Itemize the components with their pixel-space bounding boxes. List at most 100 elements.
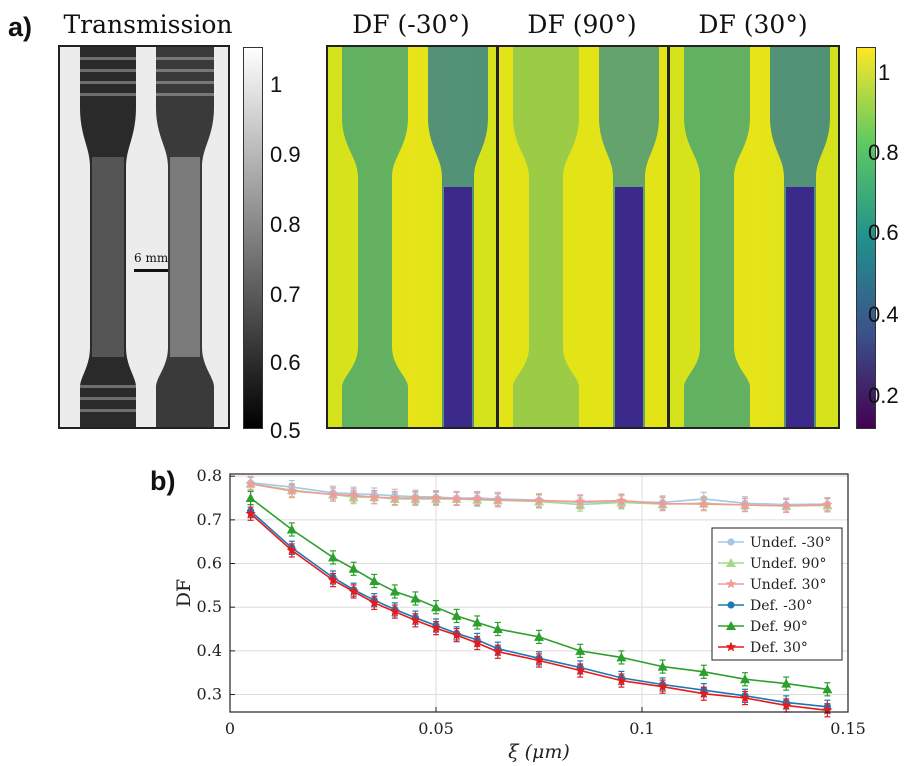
- data-point-undef-30: [533, 495, 545, 506]
- data-point-undef-30: [451, 493, 462, 504]
- data-point-def-90: [328, 552, 338, 562]
- data-point-def-30: [286, 544, 297, 555]
- data-point-def-90: [575, 645, 586, 655]
- gray-cb-tick-06: 0.6: [270, 350, 301, 375]
- df-30-title: DF (30°): [698, 10, 808, 39]
- data-point-undef-30: [781, 500, 792, 511]
- data-point-def-90: [369, 575, 380, 585]
- data-point-undef-30: [698, 498, 709, 509]
- data-point-def-30: [389, 606, 400, 616]
- legend-entry: Def. 90°: [750, 619, 808, 635]
- legend-marker: [725, 641, 737, 652]
- y-tick-label: 0.3: [197, 685, 222, 704]
- y-axis-label: DF: [173, 579, 195, 607]
- data-point-undef-30: [657, 498, 668, 509]
- data-point-def-30: [698, 688, 709, 699]
- data-point-undef-30: [472, 493, 483, 504]
- data-point-def-30: [430, 622, 442, 633]
- data-point-undef-30: [822, 499, 833, 509]
- data-point-def-30: [410, 614, 421, 625]
- data-point-def-90: [781, 678, 792, 688]
- transmission-title: Transmission: [63, 10, 233, 39]
- y-tick-label: 0.8: [197, 466, 222, 485]
- y-tick-label: 0.4: [197, 641, 222, 660]
- data-point-def-30: [616, 675, 627, 685]
- data-point-def-90: [616, 652, 627, 662]
- viridis-cb-tick-08: 0.8: [868, 140, 899, 165]
- data-point-def-30: [451, 629, 462, 640]
- data-point-def-90: [740, 674, 750, 684]
- df-minus30-image: [326, 45, 498, 429]
- data-point-undef-30: [430, 492, 442, 503]
- data-point-def-90: [451, 610, 462, 620]
- data-point-def-90: [286, 524, 297, 534]
- x-tick-label: 0.05: [418, 719, 454, 738]
- panel-b-label: b): [150, 466, 176, 496]
- df-90-title: DF (90°): [527, 10, 637, 39]
- data-point-undef-30: [327, 489, 339, 499]
- y-tick-label: 0.5: [197, 597, 222, 616]
- viridis-cb-tick-06: 0.6: [868, 220, 899, 245]
- df-30-image: [668, 45, 840, 429]
- data-point-def-90: [534, 631, 544, 641]
- legend-entry: Def. -30°: [750, 598, 813, 614]
- panel-a-label: a): [8, 12, 33, 42]
- scale-bar-label: 6 mm: [134, 251, 169, 265]
- data-point-undef-30: [245, 478, 256, 489]
- data-point-def-90: [698, 666, 709, 676]
- data-point-def-90: [389, 586, 400, 596]
- gray-cb-tick-08: 0.8: [270, 212, 301, 237]
- data-point-def-30: [327, 574, 339, 585]
- gray-cb-tick-05: 0.5: [270, 418, 301, 443]
- df-90-image: [497, 45, 669, 429]
- legend-marker: [726, 621, 736, 630]
- viridis-colorbar: [856, 47, 876, 429]
- legend-marker: [726, 558, 736, 567]
- legend-marker: [727, 538, 735, 546]
- y-tick-label: 0.7: [197, 510, 222, 529]
- viridis-cb-tick-1: 1: [878, 60, 891, 85]
- legend-entry: Undef. 30°: [750, 577, 826, 593]
- data-point-def-30: [657, 681, 668, 692]
- gray-cb-tick-09: 0.9: [270, 142, 301, 167]
- gray-colorbar: [243, 47, 263, 429]
- data-point-def-90: [657, 661, 668, 671]
- gray-cb-tick-1: 1: [270, 72, 283, 97]
- viridis-cb-tick-02: 0.2: [868, 383, 899, 408]
- data-point-def-30: [348, 586, 359, 596]
- legend-entry: Undef. 90°: [750, 556, 826, 572]
- data-point-def-90: [245, 493, 256, 503]
- transmission-image: 6 mm: [58, 45, 230, 429]
- data-point-def-30: [822, 704, 833, 715]
- data-point-def-90: [410, 593, 421, 603]
- legend-marker: [725, 578, 737, 589]
- data-point-undef-30: [492, 494, 503, 505]
- data-point-undef-30: [389, 492, 400, 503]
- legend-marker: [727, 601, 735, 609]
- data-point-def-30: [739, 692, 751, 703]
- data-point-undef-30: [575, 496, 586, 506]
- x-tick-label: 0.15: [830, 719, 866, 738]
- data-point-def-90: [348, 563, 359, 573]
- data-point-undef-30: [286, 485, 297, 496]
- data-point-def-30: [575, 665, 586, 675]
- legend-box: [711, 527, 843, 661]
- legend-entry: Undef. -30°: [750, 535, 831, 551]
- data-point-undef-30: [410, 492, 421, 503]
- data-point-def-30: [472, 637, 483, 648]
- data-point-undef-30: [369, 491, 380, 502]
- data-point-def-30: [492, 646, 503, 657]
- data-point-def-30: [245, 508, 256, 519]
- x-tick-label: 0: [225, 719, 235, 738]
- data-point-undef-30: [739, 499, 751, 510]
- data-point-def-90: [431, 602, 441, 612]
- data-point-def-90: [822, 684, 833, 694]
- data-point-undef-30: [616, 495, 627, 506]
- df-vs-xi-chart: 0 0.05 0.1 0.15 0.3 0.4 0.5 0.6 0.7 0.8 ξ (μm) DF Un…: [173, 466, 866, 763]
- df-minus30-title: DF (-30°): [352, 10, 470, 39]
- data-point-def-90: [472, 617, 483, 627]
- data-point-def-90: [492, 624, 503, 634]
- y-tick-label: 0.6: [197, 554, 222, 573]
- data-point-def-30: [781, 699, 792, 710]
- plot-frame: [229, 473, 849, 713]
